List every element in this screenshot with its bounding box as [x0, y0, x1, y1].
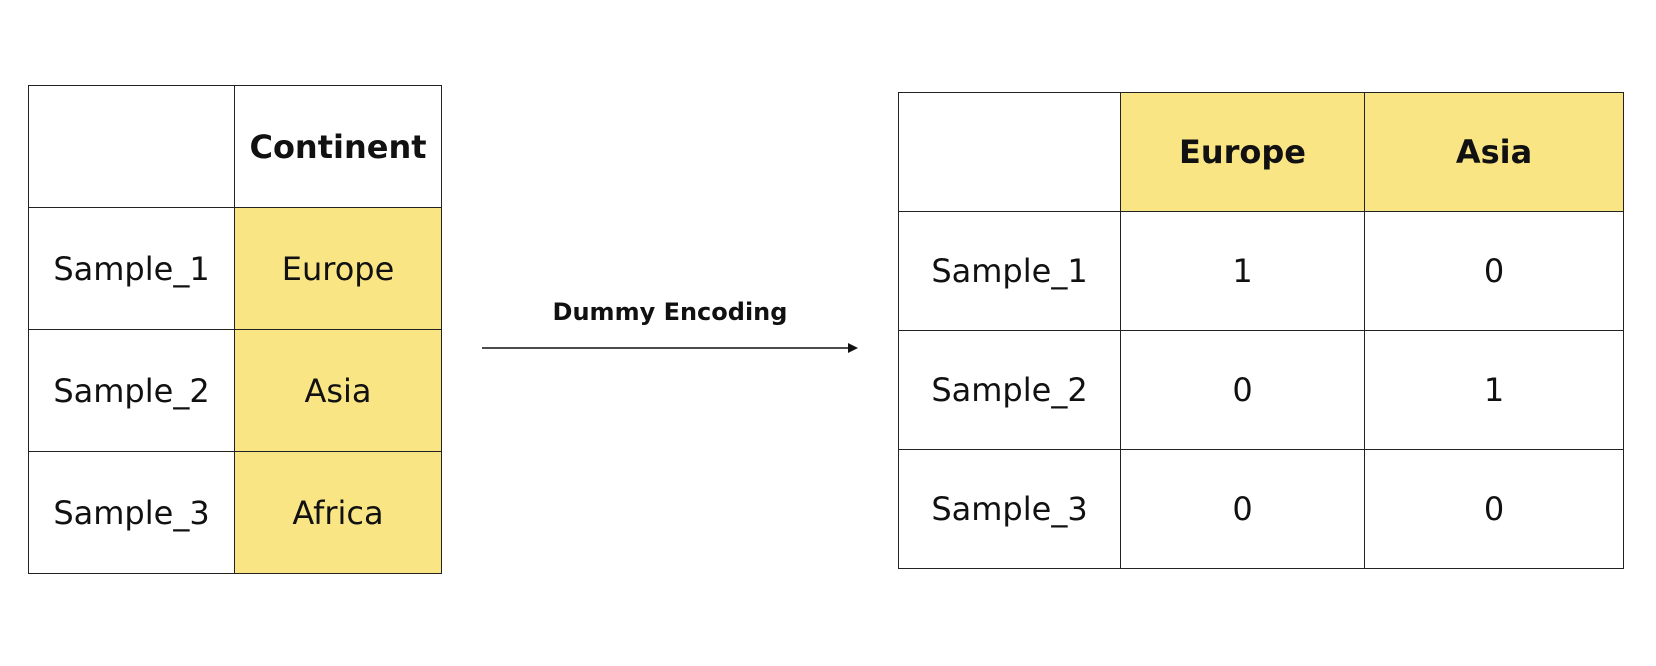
table-row: Sample_3 0 0 [898, 449, 1624, 569]
europe-header: Europe [1120, 92, 1365, 212]
asia-value: 0 [1364, 211, 1624, 331]
asia-value: 1 [1364, 330, 1624, 450]
sample-label: Sample_2 [28, 329, 235, 452]
encoded-corner-cell [898, 92, 1121, 212]
table-row: Sample_2 0 1 [898, 330, 1624, 450]
sample-label: Sample_2 [898, 330, 1121, 450]
transform-label: Dummy Encoding [552, 298, 788, 326]
encoded-header-row: Europe Asia [898, 92, 1624, 212]
table-row: Sample_2 Asia [28, 329, 442, 452]
table-row: Sample_3 Africa [28, 451, 442, 574]
table-row: Sample_1 Europe [28, 207, 442, 330]
asia-value: 0 [1364, 449, 1624, 569]
source-corner-cell [28, 85, 235, 208]
continent-cell: Africa [234, 451, 442, 574]
europe-value: 0 [1120, 449, 1365, 569]
encoded-table: Europe Asia Sample_1 1 0 Sample_2 0 1 Sa… [898, 92, 1624, 569]
continent-cell: Europe [234, 207, 442, 330]
sample-label: Sample_3 [898, 449, 1121, 569]
source-header-row: Continent [28, 85, 442, 208]
sample-label: Sample_1 [28, 207, 235, 330]
europe-value: 0 [1120, 330, 1365, 450]
table-row: Sample_1 1 0 [898, 211, 1624, 331]
asia-header: Asia [1364, 92, 1624, 212]
source-table: Continent Sample_1 Europe Sample_2 Asia … [28, 85, 442, 574]
continent-cell: Asia [234, 329, 442, 452]
sample-label: Sample_1 [898, 211, 1121, 331]
continent-header: Continent [234, 85, 442, 208]
arrow-right-icon [482, 343, 858, 353]
sample-label: Sample_3 [28, 451, 235, 574]
europe-value: 1 [1120, 211, 1365, 331]
